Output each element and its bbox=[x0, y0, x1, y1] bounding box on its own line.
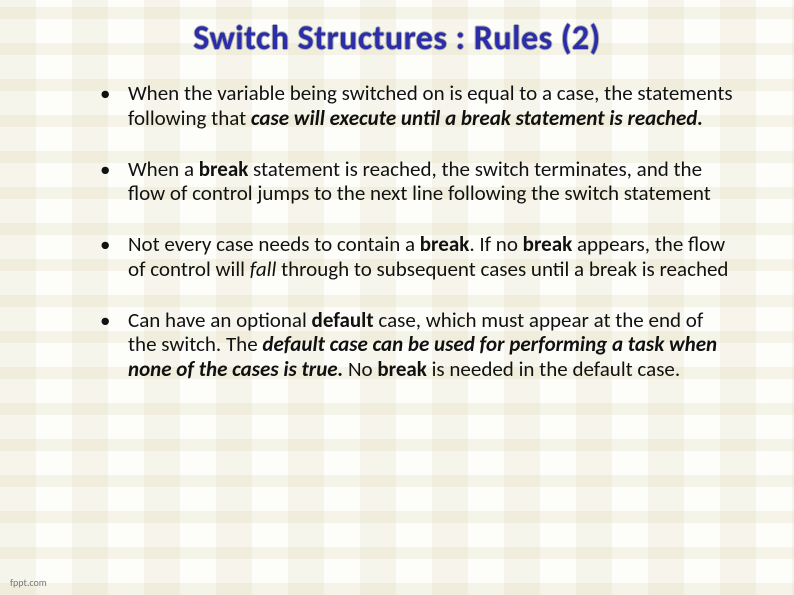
text: When a bbox=[128, 156, 199, 182]
text: Can have an optional bbox=[128, 307, 312, 333]
text-bold: break bbox=[523, 231, 573, 257]
text-bold: default bbox=[312, 307, 374, 333]
slide: Switch Structures : Rules (2) When the v… bbox=[0, 0, 794, 595]
text-bold-italic: case will execute until a break statemen… bbox=[251, 105, 703, 131]
list-item: Not every case needs to contain a break.… bbox=[104, 232, 734, 282]
text-bold: break bbox=[377, 356, 427, 382]
list-item: When the variable being switched on is e… bbox=[104, 81, 734, 131]
list-item: When a break statement is reached, the s… bbox=[104, 157, 734, 207]
text: is needed in the default case. bbox=[427, 356, 680, 382]
slide-title: Switch Structures : Rules (2) bbox=[60, 18, 734, 59]
text: through to subsequent cases until a brea… bbox=[276, 256, 728, 282]
text-bold: break bbox=[420, 231, 470, 257]
text: . If no bbox=[469, 231, 522, 257]
footer-attribution: fppt.com bbox=[10, 576, 47, 589]
text: No bbox=[343, 356, 377, 382]
text: Not every case needs to contain a bbox=[128, 231, 420, 257]
list-item: Can have an optional default case, which… bbox=[104, 308, 734, 382]
text-italic: fall bbox=[250, 256, 277, 282]
bullet-list: When the variable being switched on is e… bbox=[60, 81, 734, 382]
text-bold: break bbox=[199, 156, 249, 182]
